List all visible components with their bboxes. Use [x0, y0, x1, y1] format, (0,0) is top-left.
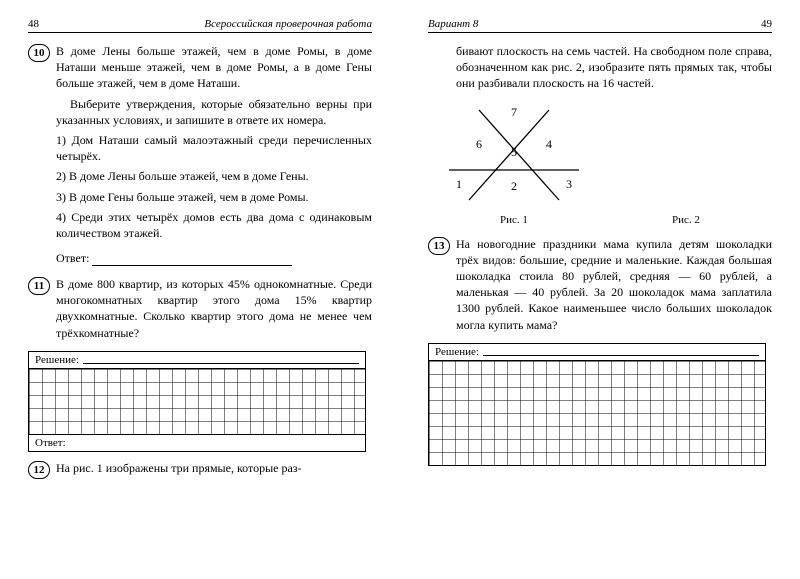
solution-box-11: Решение: Ответ: [28, 351, 366, 452]
task-10-opt1: 1) Дом Наташи самый малоэтажный среди пе… [56, 132, 372, 164]
task-11: 11 В доме 800 квартир, из которых 45% од… [28, 276, 372, 345]
fig1-label-2: 2 [511, 179, 517, 193]
task-11-text: В доме 800 квартир, из которых 45% однок… [56, 276, 372, 341]
header-title-right: Вариант 8 [428, 18, 478, 30]
figure-1: 7 6 4 5 1 2 3 [439, 100, 589, 210]
answer-row-11: Ответ: [29, 434, 365, 451]
task-13: 13 На новогодние праздники мама купила д… [428, 236, 772, 337]
solution-blank-13[interactable] [483, 346, 759, 356]
caption-fig2: Рис. 2 [672, 214, 700, 226]
solution-label-13: Решение: [435, 346, 479, 358]
solution-box-13: Решение: [428, 343, 766, 466]
task-10-opt4: 4) Среди этих четырёх домов есть два дом… [56, 209, 372, 241]
solution-label-row-11: Решение: [29, 352, 365, 369]
task-10-answer: Ответ: [56, 251, 372, 266]
solution-label-11: Решение: [35, 354, 79, 366]
task-10-body: В доме Лены больше этажей, чем в доме Ро… [56, 43, 372, 245]
task-10-p2: Выберите утверждения, которые обязательн… [56, 96, 372, 128]
answer-label-10: Ответ: [56, 251, 89, 265]
task-number-11: 11 [28, 277, 50, 295]
solution-grid-13[interactable] [429, 361, 765, 465]
solution-grid-11[interactable] [29, 369, 365, 434]
figure-2-blank[interactable] [611, 100, 761, 210]
solution-blank-11[interactable] [83, 354, 359, 364]
answer-label-11: Ответ: [35, 437, 66, 449]
fig1-label-5: 5 [511, 145, 517, 159]
figure-row: 7 6 4 5 1 2 3 [428, 100, 772, 210]
solution-label-row-13: Решение: [429, 344, 765, 361]
task-10-p1: В доме Лены больше этажей, чем в доме Ро… [56, 43, 372, 92]
task-10-opt3: 3) В доме Гены больше этажей, чем в доме… [56, 189, 372, 205]
task-number-10: 10 [28, 44, 50, 62]
task-12: 12 На рис. 1 изображены три прямые, кото… [28, 460, 372, 480]
answer-blank-10[interactable] [92, 256, 292, 266]
task-12-continuation: бивают плоскость на семь частей. На своб… [456, 43, 772, 92]
page-number-49: 49 [761, 18, 772, 30]
page-48: 48 Всероссийская проверочная работа 10 В… [0, 0, 400, 579]
caption-fig1: Рис. 1 [500, 214, 528, 226]
task-number-12: 12 [28, 461, 50, 479]
header-right: Вариант 8 49 [428, 18, 772, 33]
task-10: 10 В доме Лены больше этажей, чем в доме… [28, 43, 372, 245]
page-49: Вариант 8 49 бивают плоскость на семь ча… [400, 0, 800, 579]
fig1-label-3: 3 [566, 177, 572, 191]
task-12-text: На рис. 1 изображены три прямые, которые… [56, 460, 372, 476]
fig1-label-4: 4 [546, 137, 552, 151]
task-13-text: На новогодние праздники мама купила детя… [456, 236, 772, 333]
page-number-48: 48 [28, 18, 39, 30]
figure-captions: Рис. 1 Рис. 2 [428, 214, 772, 226]
task-10-opt2: 2) В доме Лены больше этажей, чем в доме… [56, 168, 372, 184]
task-13-body: На новогодние праздники мама купила детя… [456, 236, 772, 337]
page-spread: 48 Всероссийская проверочная работа 10 В… [0, 0, 800, 579]
task-11-body: В доме 800 квартир, из которых 45% однок… [56, 276, 372, 345]
task-number-13: 13 [428, 237, 450, 255]
header-title-left: Всероссийская проверочная работа [204, 18, 372, 30]
fig1-label-1: 1 [456, 177, 462, 191]
fig1-label-7: 7 [511, 105, 517, 119]
header-left: 48 Всероссийская проверочная работа [28, 18, 372, 33]
task-12-body: На рис. 1 изображены три прямые, которые… [56, 460, 372, 480]
fig1-label-6: 6 [476, 137, 482, 151]
